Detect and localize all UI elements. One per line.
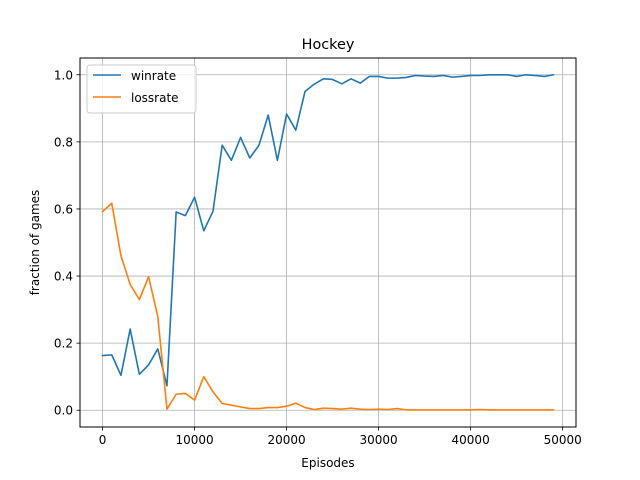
- plot-frame: [79, 57, 577, 428]
- y-axis-label: fraction of games: [28, 190, 42, 296]
- y-tick-label: 0.8: [54, 135, 73, 149]
- y-tick-label: 0.0: [54, 404, 73, 418]
- legend-label-lossrate: lossrate: [131, 91, 179, 105]
- chart-title: Hockey: [302, 37, 355, 53]
- legend: winrate lossrate: [86, 64, 197, 114]
- series-lines: [101, 73, 555, 411]
- x-tick-label: 30000: [360, 433, 398, 447]
- x-tick-label: 20000: [267, 433, 305, 447]
- y-tick-label: 0.4: [54, 270, 73, 284]
- grid-lines: [80, 58, 576, 427]
- x-tick-label: 40000: [452, 433, 490, 447]
- y-tick-label: 0.6: [54, 202, 73, 216]
- x-axis-label: Episodes: [301, 456, 354, 470]
- x-tick-label: 50000: [544, 433, 582, 447]
- x-tick-label: 0: [99, 433, 107, 447]
- legend-label-winrate: winrate: [131, 69, 176, 83]
- x-tick-label: 10000: [175, 433, 213, 447]
- series-line-lossrate: [101, 202, 555, 411]
- y-tick-label: 0.2: [54, 337, 73, 351]
- x-axis-ticks: 0 10000 20000 30000 40000 50000: [99, 427, 582, 447]
- legend-box: [86, 64, 197, 114]
- series-line-winrate: [101, 73, 555, 387]
- y-axis-ticks: 0.0 0.2 0.4 0.6 0.8 1.0: [54, 68, 80, 418]
- y-tick-label: 1.0: [54, 68, 73, 82]
